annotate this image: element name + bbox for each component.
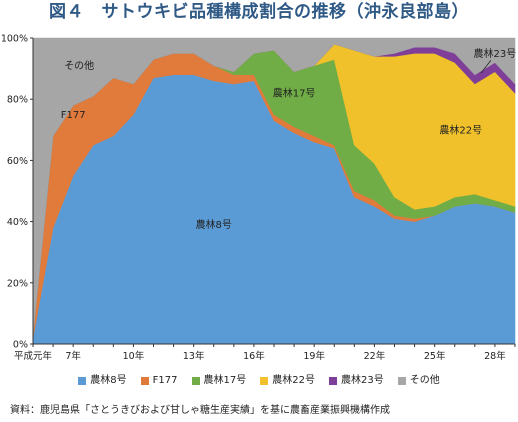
legend-item: 農林8号 [78, 374, 127, 388]
axes: 0% 20% 40% 60% 80% 100% 平成元年 7年 10年 13年 16年 19年 22年 2… [1, 34, 516, 362]
area-series-5 [32, 37, 516, 335]
legend-item: 農林22号 [260, 374, 315, 388]
x-tick-label: 7年 [65, 350, 81, 362]
legend-label: その他 [409, 375, 440, 386]
y-tick-label: 80% [7, 95, 28, 106]
legend-swatch [328, 377, 337, 385]
area-label: F177 [61, 110, 86, 121]
x-tick-label: 平成元年 [14, 350, 53, 362]
chart-plot: 0% 20% 40% 60% 80% 100% 平成元年 7年 10年 13年 16年 19年 22年 2… [1, 34, 517, 363]
legend-label: 農林8号 [90, 375, 127, 386]
y-tick-label: 40% [7, 217, 28, 228]
x-tick-label: 25年 [424, 350, 446, 362]
chart-title: 図４ サトウキビ品種構成割合の推移（沖永良部島） [49, 2, 469, 22]
y-tick-label: 0% [13, 340, 28, 351]
x-tick-label: 13年 [183, 350, 205, 362]
x-tick-label: 28年 [484, 350, 506, 362]
y-tick-label: 60% [7, 156, 28, 167]
legend-label: 農林23号 [340, 375, 384, 386]
legend-label: 農林17号 [203, 375, 247, 386]
legend-swatch [140, 377, 149, 385]
legend-swatch [191, 377, 200, 385]
area-label: 農林22号 [439, 123, 482, 136]
annotation-leader-line [480, 60, 492, 74]
source-note: 資料：鹿児島県「さとうきびおよび甘しゃ糖生産実績」を基に農畜産業振興機構作成 [10, 405, 390, 416]
x-tick-label: 10年 [123, 350, 145, 362]
legend-item: 農林23号 [328, 374, 384, 388]
x-tick-label: 22年 [364, 350, 386, 362]
legend-label: F177 [152, 375, 178, 386]
legend-item: その他 [397, 374, 440, 388]
y-tick-label: 20% [7, 278, 28, 289]
legend-swatch [260, 377, 269, 385]
legend-item: F177 [140, 374, 178, 388]
area-label: 農林17号 [273, 87, 316, 100]
x-tick-label: 16年 [243, 350, 265, 362]
legend: 農林8号 F177 農林17号 農林22号 農林23号 その他 [0, 374, 518, 390]
x-tick-label: 19年 [303, 350, 325, 362]
area-label: 農林23号 [474, 47, 517, 60]
legend-item: 農林17号 [191, 374, 247, 388]
legend-swatch [78, 377, 87, 385]
y-tick-label: 100% [1, 34, 28, 45]
area-label: 農林8号 [196, 218, 232, 231]
stacked-areas [32, 37, 516, 345]
area-label: その他 [64, 59, 94, 72]
legend-swatch [397, 377, 406, 385]
legend-label: 農林22号 [272, 375, 315, 386]
